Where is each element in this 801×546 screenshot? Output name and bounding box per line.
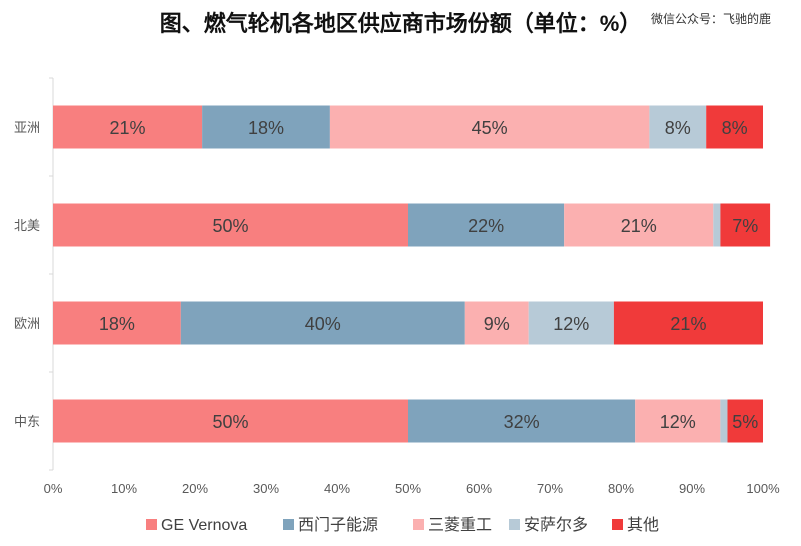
- data-label: 21%: [670, 314, 706, 334]
- x-tick-label: 20%: [182, 481, 208, 496]
- data-label: 12%: [660, 412, 696, 432]
- data-label: 8%: [665, 118, 691, 138]
- bar-segment: [53, 105, 203, 149]
- x-tick-label: 60%: [466, 481, 492, 496]
- bar-segment: [613, 301, 763, 345]
- x-tick-label: 80%: [608, 481, 634, 496]
- x-tick-label: 50%: [395, 481, 421, 496]
- bar-segment: [713, 203, 721, 247]
- legend-label: 西门子能源: [298, 516, 378, 534]
- x-tick-label: 70%: [537, 481, 563, 496]
- data-label: 9%: [484, 314, 510, 334]
- bar-segment: [635, 399, 721, 443]
- bar-segment: [408, 203, 565, 247]
- bar-segment: [53, 203, 408, 247]
- category-label: 中东: [14, 414, 40, 429]
- data-label: 50%: [212, 216, 248, 236]
- category-label: 北美: [14, 218, 40, 233]
- data-label: 22%: [468, 216, 504, 236]
- legend-label: 安萨尔多: [524, 516, 588, 534]
- bar-segment: [649, 105, 707, 149]
- bar-segment: [720, 399, 728, 443]
- legend-label: GE Vernova: [161, 517, 247, 534]
- bar-segment: [53, 301, 181, 345]
- bar-segment: [727, 399, 763, 443]
- chart-title: 图、燃气轮机各地区供应商市场份额（单位：%）: [159, 11, 642, 36]
- data-label: 21%: [621, 216, 657, 236]
- data-label: 18%: [99, 314, 135, 334]
- data-label: 40%: [305, 314, 341, 334]
- watermark: 微信公众号：飞驰的鹿: [650, 12, 771, 26]
- legend-swatch: [283, 519, 294, 530]
- bar-segment: [329, 105, 650, 149]
- x-tick-label: 100%: [746, 481, 780, 496]
- data-label: 7%: [732, 216, 758, 236]
- bar-segment: [706, 105, 763, 149]
- x-tick-label: 10%: [111, 481, 137, 496]
- bar-segment: [720, 203, 771, 247]
- data-label: 50%: [212, 412, 248, 432]
- legend-label: 三菱重工: [428, 516, 492, 534]
- data-label: 8%: [722, 118, 748, 138]
- bar-segment: [464, 301, 529, 345]
- legend-swatch: [413, 519, 424, 530]
- bar-segment: [53, 399, 408, 443]
- data-label: 5%: [732, 412, 758, 432]
- data-label: 45%: [472, 118, 508, 138]
- x-tick-label: 0%: [44, 481, 63, 496]
- bar-segment: [202, 105, 330, 149]
- data-label: 32%: [504, 412, 540, 432]
- data-label: 18%: [248, 118, 284, 138]
- bar-segment: [564, 203, 714, 247]
- data-label: 21%: [110, 118, 146, 138]
- data-label: 12%: [553, 314, 589, 334]
- bar-segment: [408, 399, 636, 443]
- legend-swatch: [146, 519, 157, 530]
- bar-segment: [180, 301, 465, 345]
- x-tick-label: 30%: [253, 481, 279, 496]
- x-tick-label: 90%: [679, 481, 705, 496]
- category-label: 亚洲: [14, 120, 40, 135]
- bar-segment: [528, 301, 614, 345]
- category-label: 欧洲: [14, 316, 40, 331]
- legend-label: 其他: [627, 516, 659, 534]
- legend-swatch: [612, 519, 623, 530]
- legend-swatch: [509, 519, 520, 530]
- x-tick-label: 40%: [324, 481, 350, 496]
